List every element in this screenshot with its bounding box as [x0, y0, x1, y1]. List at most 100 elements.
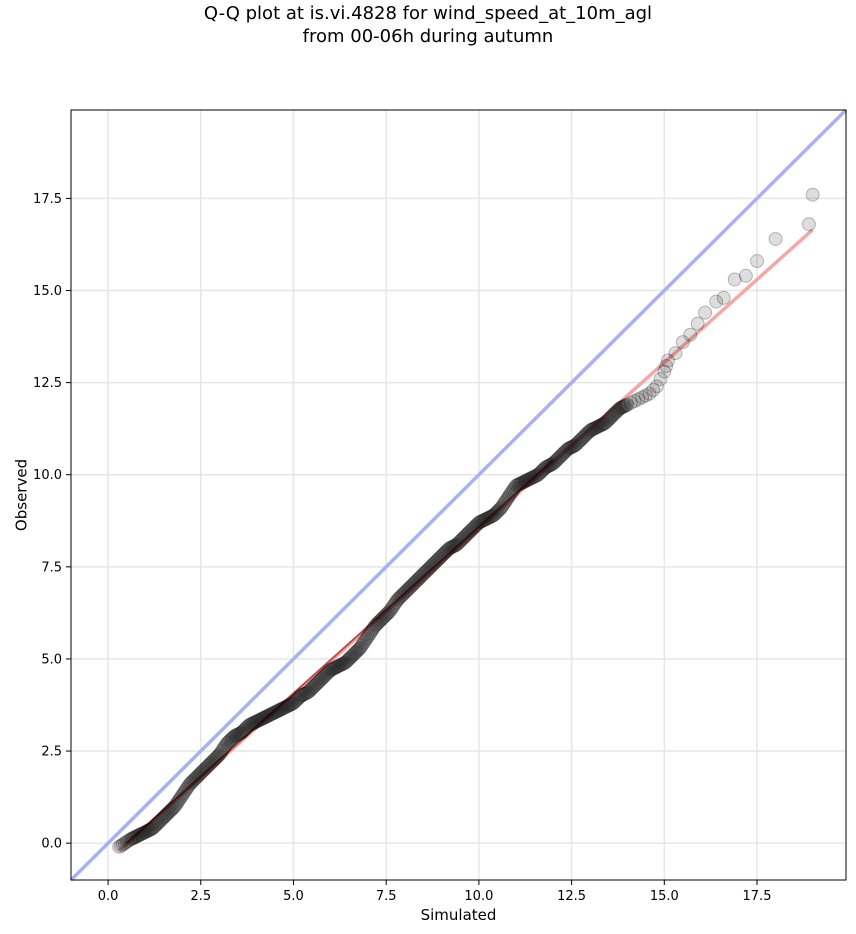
- qq-point: [604, 410, 619, 425]
- reference-lines: [69, 108, 848, 882]
- qq-point: [683, 327, 698, 342]
- qq-point: [326, 661, 341, 676]
- qq-point: [471, 515, 486, 530]
- qq-point: [306, 680, 321, 695]
- qq-point: [537, 461, 552, 476]
- qq-point: [171, 793, 186, 808]
- qq-point: [112, 839, 127, 854]
- qq-point: [448, 538, 463, 553]
- qq-point: [350, 643, 365, 658]
- qq-point: [213, 745, 228, 760]
- qq-point: [419, 563, 434, 578]
- qq-point: [379, 607, 394, 622]
- qq-point: [302, 683, 317, 698]
- qq-point: [510, 478, 525, 493]
- qq-point: [529, 468, 544, 483]
- qq-point: [551, 451, 566, 466]
- qq-point: [272, 702, 287, 717]
- qq-point: [347, 647, 362, 662]
- qq-point: [253, 712, 268, 727]
- qq-point: [199, 760, 214, 775]
- qq-point: [646, 383, 661, 397]
- qq-point: [495, 499, 510, 514]
- x-axis-label: Simulated: [421, 906, 497, 924]
- qq-point: [371, 615, 386, 630]
- qq-point: [466, 520, 481, 535]
- qq-point: [479, 511, 494, 526]
- qq-point: [536, 462, 551, 477]
- qq-point: [618, 398, 633, 413]
- qq-point: [539, 459, 554, 474]
- qq-point: [123, 832, 138, 847]
- qq-point: [351, 642, 366, 657]
- qq-point: [570, 435, 585, 450]
- qq-point: [178, 782, 193, 797]
- qq-point: [436, 547, 451, 562]
- qq-point: [557, 445, 572, 460]
- qq-point: [444, 540, 459, 555]
- qq-point: [232, 726, 247, 741]
- qq-point: [400, 583, 415, 598]
- qq-point: [496, 497, 511, 512]
- y-tick-label: 2.5: [41, 745, 62, 760]
- qq-point: [418, 564, 433, 579]
- qq-point: [558, 444, 573, 459]
- qq-point: [279, 699, 294, 714]
- qq-point: [518, 473, 533, 488]
- qq-point: [154, 812, 169, 827]
- qq-point: [401, 581, 416, 596]
- qq-point: [511, 477, 526, 492]
- qq-point: [206, 753, 221, 768]
- qq-point: [259, 709, 274, 724]
- qq-point: [169, 797, 184, 812]
- qq-point: [280, 699, 295, 714]
- qq-point: [295, 688, 310, 703]
- qq-point: [119, 834, 134, 849]
- qq-point: [403, 579, 418, 594]
- qq-point: [402, 580, 417, 595]
- qq-point: [285, 696, 300, 711]
- qq-point: [576, 429, 591, 444]
- qq-point: [292, 690, 307, 705]
- qq-point: [387, 596, 402, 611]
- qq-point: [144, 822, 159, 837]
- qq-point: [563, 440, 578, 455]
- qq-point: [589, 420, 604, 435]
- qq-point: [606, 407, 621, 422]
- qq-point: [411, 572, 426, 587]
- x-tick-label: 15.0: [650, 889, 679, 904]
- qq-point: [117, 836, 132, 851]
- qq-point: [578, 428, 593, 443]
- qq-point: [127, 830, 142, 845]
- qq-point: [212, 747, 227, 762]
- qq-point: [502, 488, 517, 502]
- qq-point: [282, 698, 297, 712]
- qq-point: [323, 663, 338, 677]
- x-tick-label: 10.0: [464, 889, 493, 904]
- qq-point: [202, 757, 217, 772]
- qq-point: [541, 459, 556, 474]
- qq-point: [416, 567, 431, 582]
- qq-point: [129, 829, 144, 844]
- qq-point: [501, 489, 516, 504]
- qq-point: [716, 290, 731, 305]
- qq-point: [607, 406, 622, 421]
- qq-point: [433, 550, 448, 565]
- qq-point: [228, 728, 243, 743]
- qq-point: [505, 484, 520, 499]
- qq-point: [165, 801, 180, 816]
- qq-point: [209, 750, 224, 765]
- qq-point: [349, 644, 364, 659]
- qq-point: [276, 701, 291, 716]
- qq-point: [690, 316, 705, 331]
- qq-point: [225, 730, 240, 745]
- qq-point: [239, 720, 254, 735]
- qq-point: [380, 606, 395, 621]
- qq-point: [424, 558, 439, 573]
- qq-point: [365, 622, 380, 637]
- qq-point: [176, 786, 191, 801]
- qq-point: [227, 729, 242, 744]
- qq-point: [523, 471, 538, 486]
- axis-ticks: 0.0 2.5 5.0 7.5 10.0 12.5 15.0 17.5 0.0 2.5 5.0 7.5…: [33, 192, 771, 904]
